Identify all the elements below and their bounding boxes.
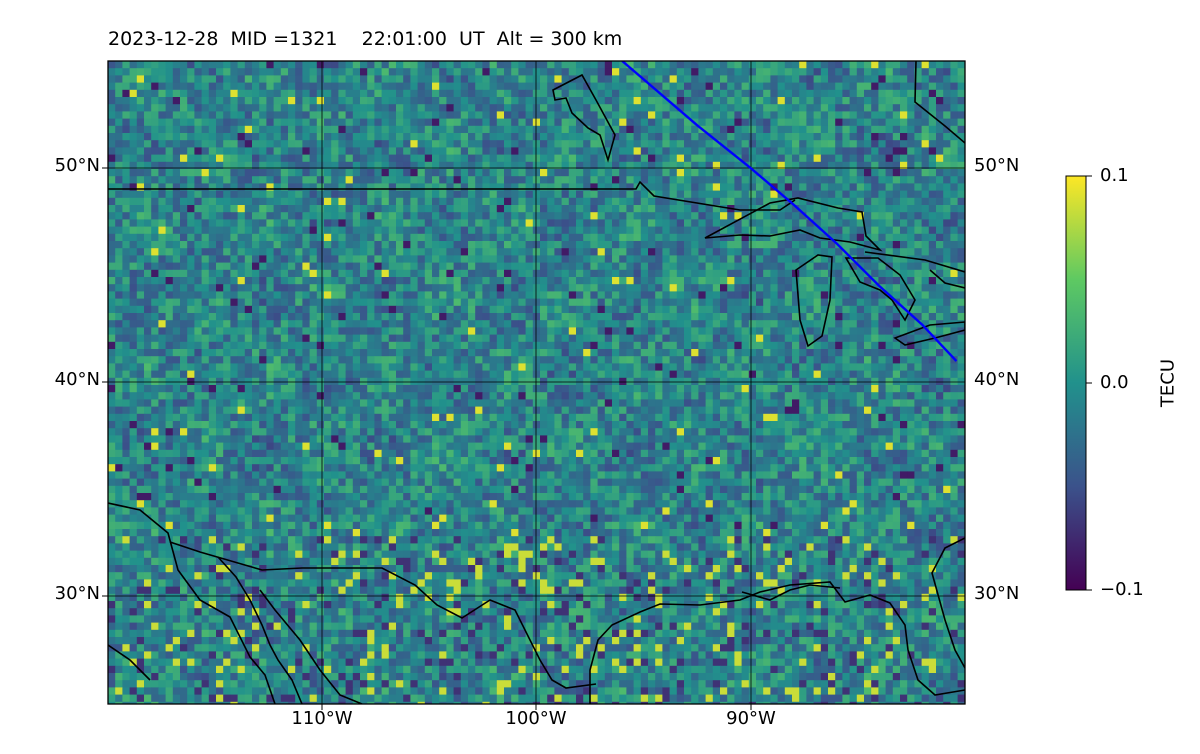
tec-heatmap <box>108 61 972 709</box>
lon-label-110w: 110°W <box>291 708 352 729</box>
lat-label-right-40n: 40°N <box>974 369 1019 390</box>
colorbar-tick-min: −0.1 <box>1100 579 1144 600</box>
lat-label-left-30n: 30°N <box>10 583 100 604</box>
lat-label-right-30n: 30°N <box>974 583 1019 604</box>
lon-label-90w: 90°W <box>726 708 776 729</box>
colorbar-ticks <box>1086 176 1092 590</box>
lat-label-right-50n: 50°N <box>974 155 1019 176</box>
colorbar-tick-max: 0.1 <box>1100 165 1129 186</box>
lat-label-left-40n: 40°N <box>10 369 100 390</box>
colorbar-tick-zero: 0.0 <box>1100 372 1129 393</box>
colorbar-label: TECU <box>1158 359 1179 407</box>
colorbar <box>1066 176 1086 590</box>
lat-label-left-50n: 50°N <box>10 155 100 176</box>
lon-label-100w: 100°W <box>505 708 566 729</box>
